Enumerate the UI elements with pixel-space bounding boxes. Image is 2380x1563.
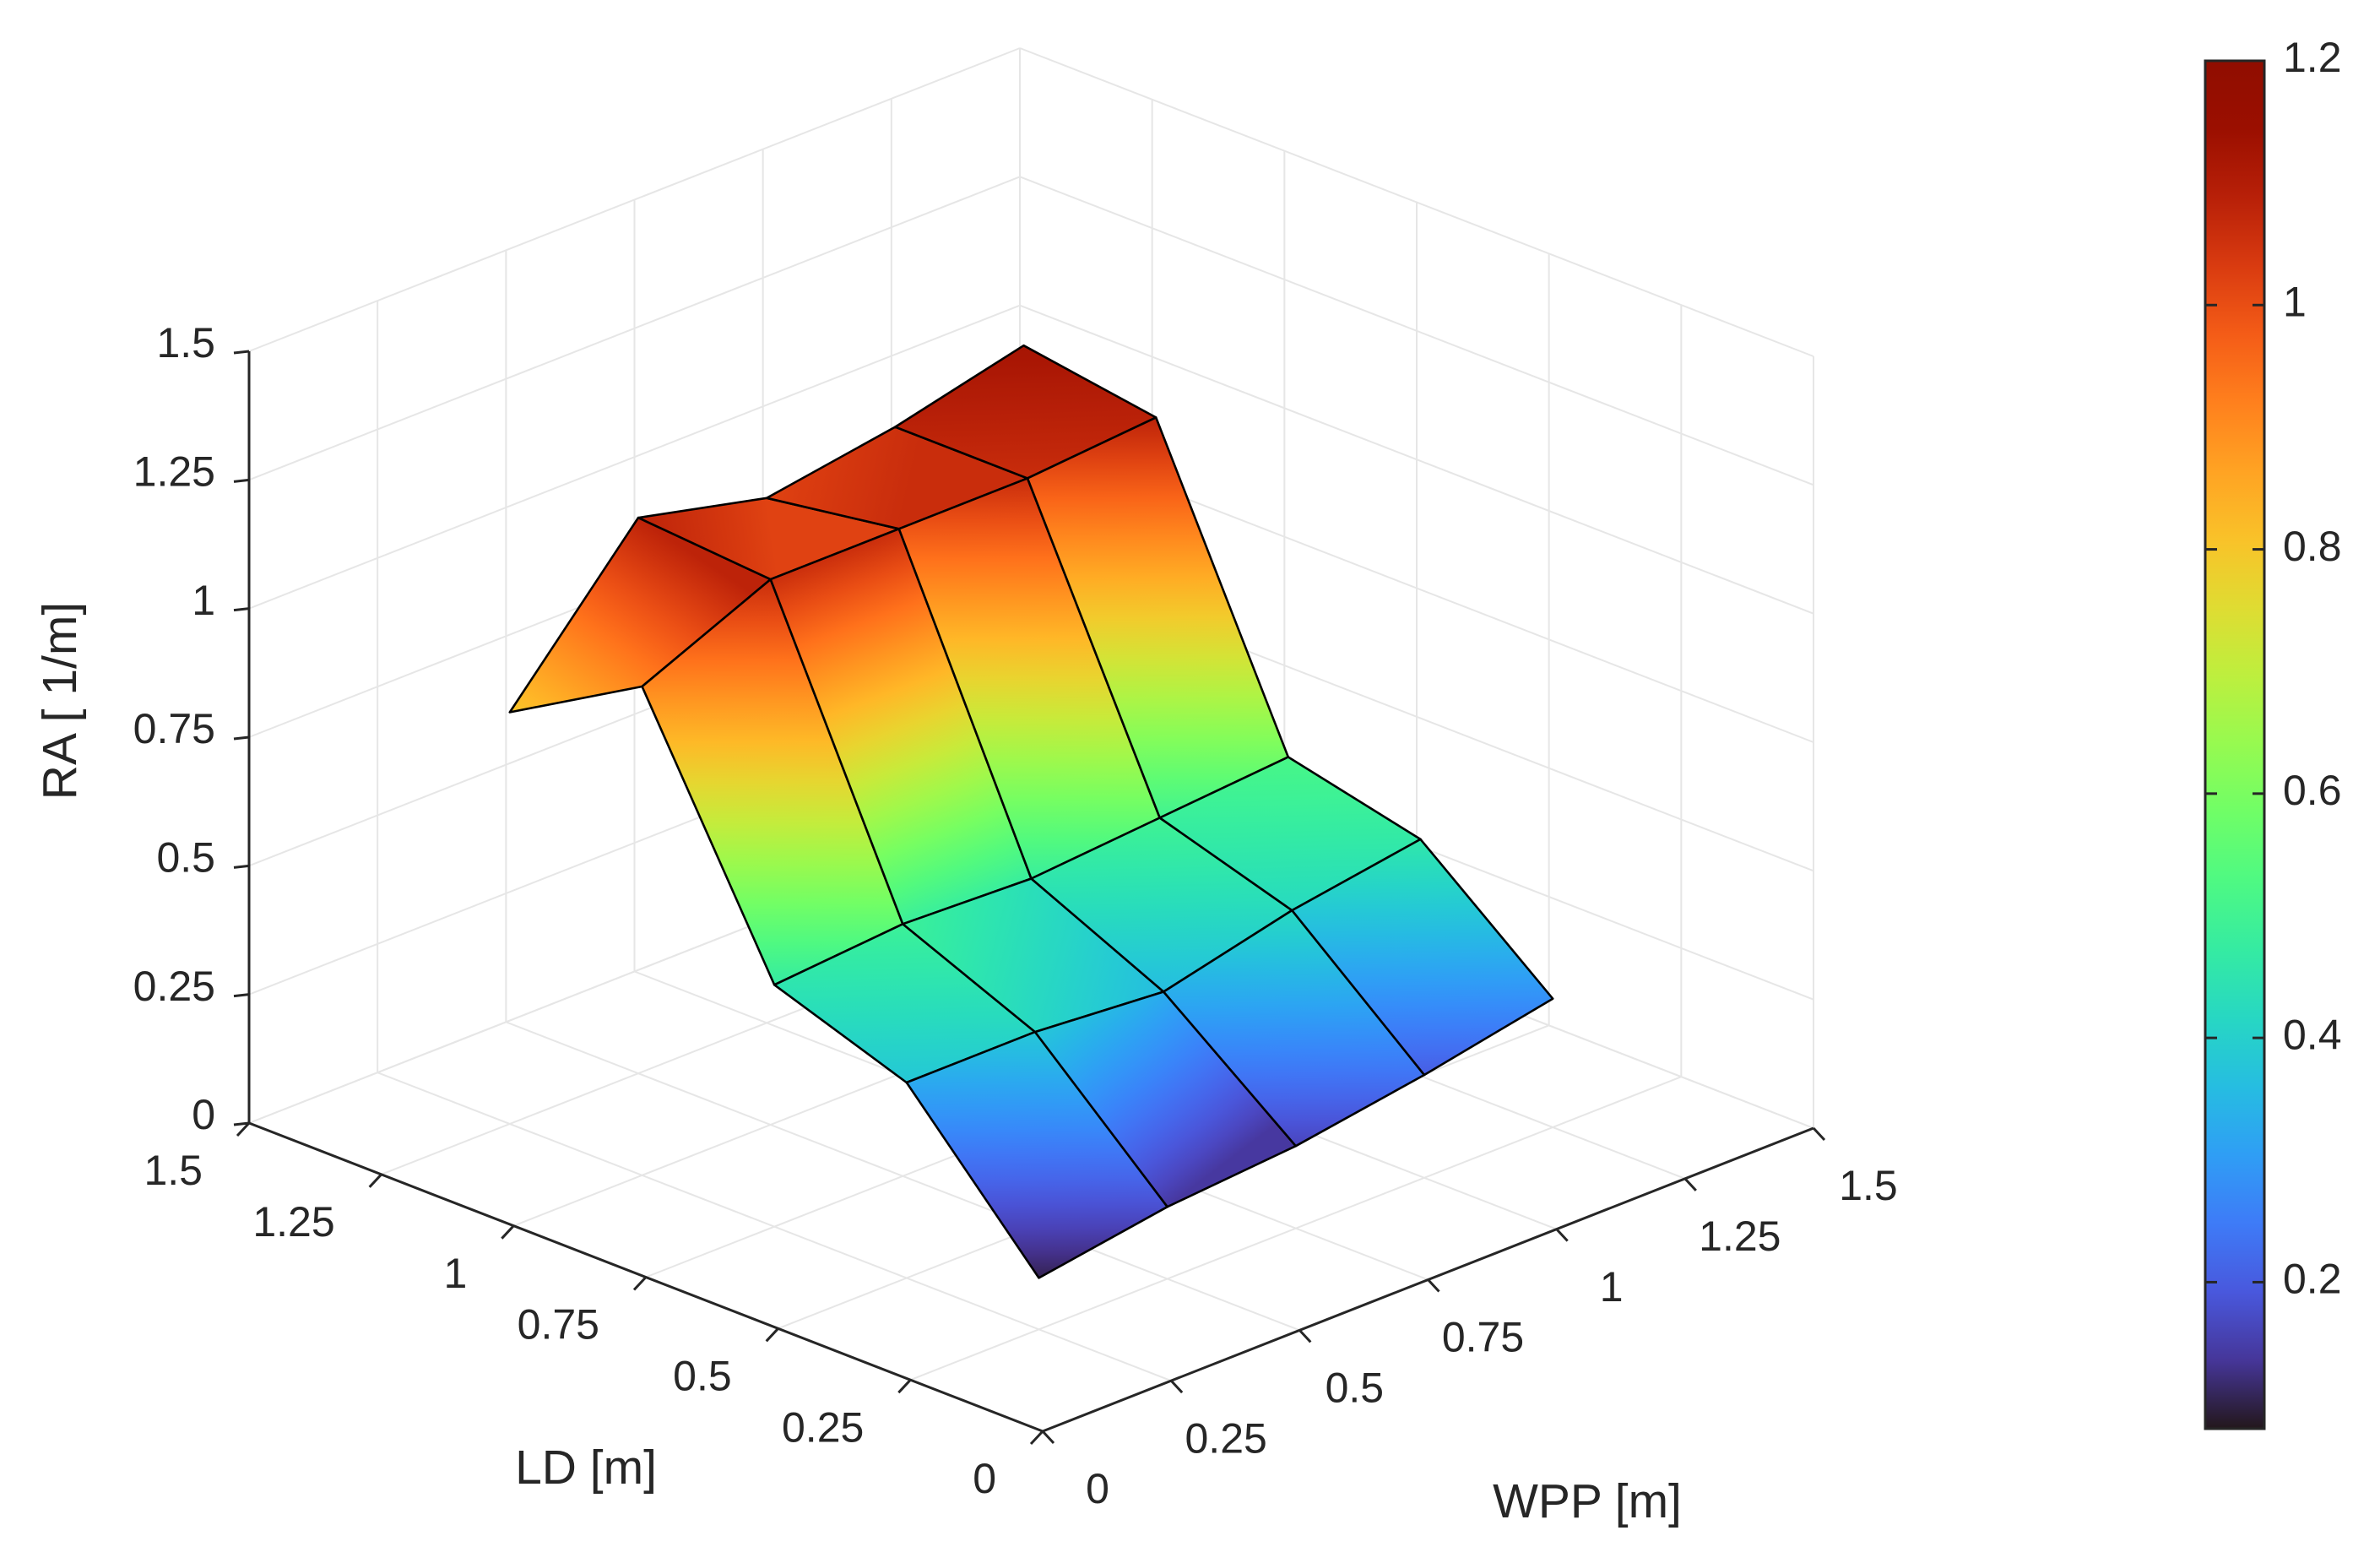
y-tick-mark xyxy=(897,1379,912,1394)
y-tick-label: 1 xyxy=(444,1250,468,1297)
x-tick-label: 1.5 xyxy=(1839,1162,1898,1209)
z-tick-label: 1.5 xyxy=(156,319,215,366)
back-wall-grid-z xyxy=(248,304,1021,610)
y-tick-mark xyxy=(368,1173,382,1188)
y-tick-label: 0.75 xyxy=(518,1301,599,1349)
x-tick-label: 1.25 xyxy=(1699,1213,1781,1260)
x-tick-mark xyxy=(1298,1329,1312,1343)
z-tick-mark xyxy=(233,350,250,355)
y-tick-label: 0.25 xyxy=(782,1403,864,1451)
x-tick-mark xyxy=(1170,1380,1184,1394)
z-tick-label: 0.75 xyxy=(133,705,215,752)
z-tick-mark xyxy=(233,478,250,483)
colorbar-tick-label: 0.2 xyxy=(2283,1256,2342,1303)
side-wall-grid-z xyxy=(1019,176,1814,486)
tick-labels-layer: 0 0.25 0.5 0.75 1 1.25 1.5 0 0.25 0.5 0.75 1 1.25 1.5… xyxy=(133,319,1898,1512)
x-tick-label: 1 xyxy=(1600,1263,1624,1311)
floor-grid-y xyxy=(909,1076,1682,1381)
y-tick-mark xyxy=(1029,1430,1044,1446)
side-wall-grid-z xyxy=(1019,47,1814,357)
y-tick-mark xyxy=(765,1327,779,1343)
y-tick-label: 0.5 xyxy=(673,1353,732,1400)
back-wall-grid-z xyxy=(248,176,1021,481)
y-tick-label: 1.5 xyxy=(144,1147,203,1194)
x-tick-label: 0.5 xyxy=(1326,1365,1385,1412)
y-tick-label: 1.25 xyxy=(252,1198,334,1246)
x-tick-mark xyxy=(1427,1278,1440,1293)
z-tick-mark xyxy=(233,1121,250,1126)
z-tick-label: 1.25 xyxy=(133,448,215,496)
colorbar-tick-label: 1.2 xyxy=(2283,34,2342,81)
colorbar-tick-label: 0.8 xyxy=(2283,523,2342,570)
z-tick-label: 0.5 xyxy=(156,834,215,882)
y-tick-mark xyxy=(236,1121,251,1137)
z-tick-label: 0.25 xyxy=(133,963,215,1010)
x-tick-mark xyxy=(1555,1228,1569,1242)
colorbar-ramp xyxy=(2204,59,2266,1430)
colorbar-tick-label: 0.4 xyxy=(2283,1011,2342,1058)
back-wall-grid-z xyxy=(248,47,1021,352)
colorbar-tick-label: 1 xyxy=(2283,278,2307,325)
z-tick-label: 1 xyxy=(192,577,215,624)
z-tick-mark xyxy=(233,607,250,612)
colorbar-tick-label: 0.6 xyxy=(2283,767,2342,814)
colorbar: 0.2 0.4 0.6 0.8 1 1.2 xyxy=(2204,34,2342,1430)
x-tick-mark xyxy=(1041,1430,1055,1445)
z-axis-label: RA [ 1/m] xyxy=(33,602,87,800)
y-tick-label: 0 xyxy=(973,1455,996,1502)
y-tick-mark xyxy=(501,1224,515,1240)
y-tick-mark xyxy=(632,1276,648,1291)
x-tick-label: 0.75 xyxy=(1442,1314,1524,1361)
z-tick-mark xyxy=(233,864,250,869)
side-wall-grid-z xyxy=(1019,304,1814,615)
z-tick-label: 0 xyxy=(192,1091,215,1138)
surface-layer xyxy=(508,344,1554,1279)
z-tick-mark xyxy=(233,993,250,998)
x-tick-mark xyxy=(1683,1177,1697,1191)
colorbar-ticks: 0.2 0.4 0.6 0.8 1 1.2 xyxy=(2205,34,2342,1303)
z-tick-mark xyxy=(233,735,250,741)
x-tick-label: 0 xyxy=(1086,1465,1109,1512)
y-axis-label: LD [m] xyxy=(515,1441,657,1495)
x-axis-label: WPP [m] xyxy=(1493,1474,1682,1528)
surface-face xyxy=(1291,838,1554,1077)
x-tick-label: 0.25 xyxy=(1185,1414,1267,1462)
x-tick-mark xyxy=(1812,1126,1826,1142)
